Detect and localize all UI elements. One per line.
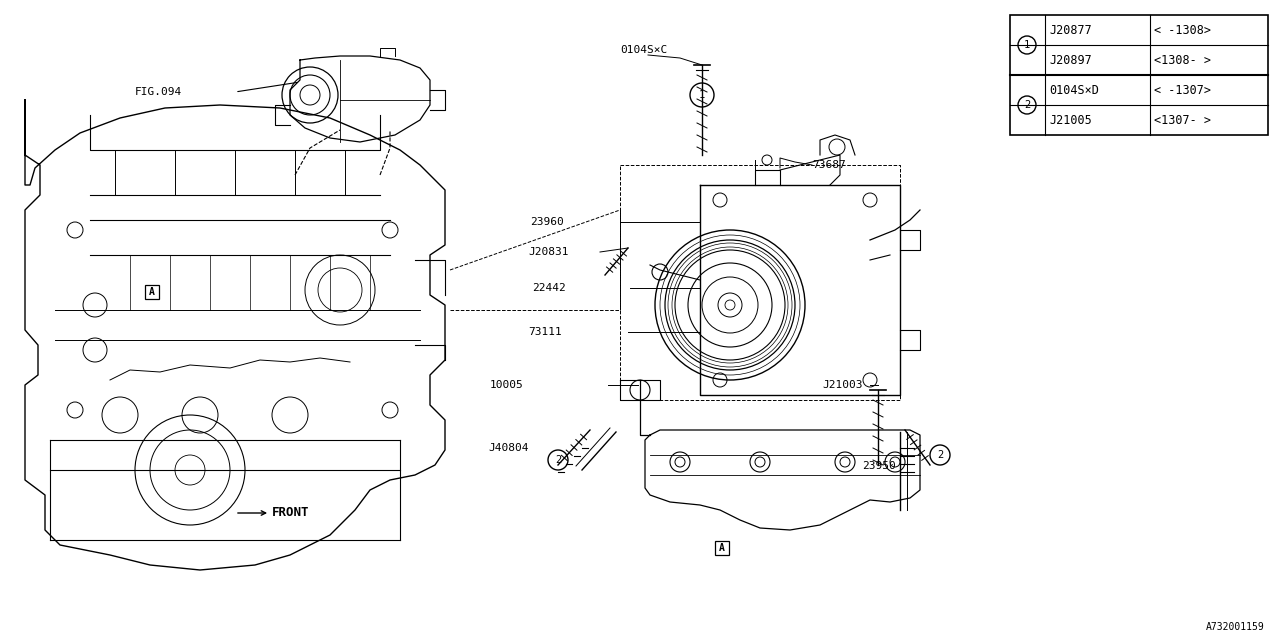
Text: <1308- >: <1308- > <box>1155 54 1211 67</box>
Text: A: A <box>148 287 155 297</box>
Text: 0104S×D: 0104S×D <box>1050 83 1098 97</box>
Text: 73687: 73687 <box>812 160 846 170</box>
Bar <box>145 285 159 299</box>
Text: FIG.094: FIG.094 <box>134 87 182 97</box>
Text: J20897: J20897 <box>1050 54 1092 67</box>
Text: <1307- >: <1307- > <box>1155 113 1211 127</box>
Text: < -1307>: < -1307> <box>1155 83 1211 97</box>
Text: A: A <box>719 543 724 553</box>
Text: 73111: 73111 <box>529 327 562 337</box>
Text: 1: 1 <box>699 90 705 100</box>
Text: 2: 2 <box>1024 100 1030 110</box>
Text: J40804: J40804 <box>488 443 529 453</box>
Text: FRONT: FRONT <box>273 506 310 520</box>
Text: 10005: 10005 <box>490 380 524 390</box>
Text: 1: 1 <box>1024 40 1030 50</box>
Bar <box>716 541 730 555</box>
Text: 23960: 23960 <box>530 217 563 227</box>
Text: J21003: J21003 <box>822 380 863 390</box>
Text: 22442: 22442 <box>532 283 566 293</box>
Text: 2: 2 <box>937 450 943 460</box>
Bar <box>1010 15 1268 135</box>
Text: J20831: J20831 <box>529 247 568 257</box>
Text: < -1308>: < -1308> <box>1155 24 1211 36</box>
Text: A732001159: A732001159 <box>1206 622 1265 632</box>
Text: J21005: J21005 <box>1050 113 1092 127</box>
Text: J20877: J20877 <box>1050 24 1092 36</box>
Text: 23950: 23950 <box>861 461 896 471</box>
Text: 2: 2 <box>554 455 561 465</box>
Text: 0104S×C: 0104S×C <box>620 45 667 55</box>
